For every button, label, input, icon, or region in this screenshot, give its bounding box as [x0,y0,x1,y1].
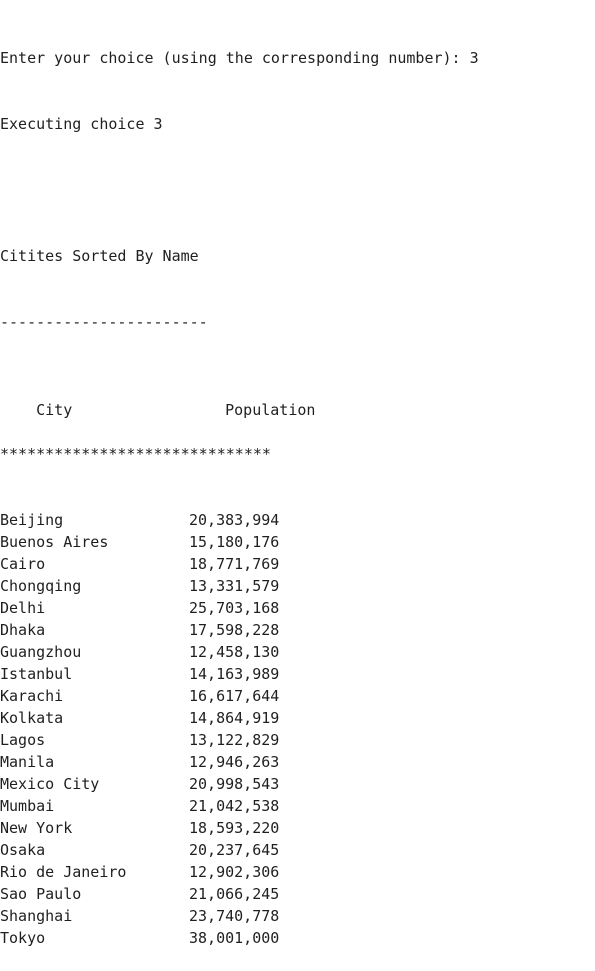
table-row: Tokyo 38,001,000 [0,927,595,949]
city-name: Rio de Janeiro [0,863,127,881]
city-name: Kolkata [0,709,64,727]
city-population: 14,163,989 [189,665,280,683]
city-population: 18,771,769 [189,555,280,573]
table-row: Karachi 16,617,644 [0,685,595,707]
city-name: Manila [0,753,55,771]
city-table: Beijing 20,383,994 Buenos Aires 15,180,176 C… [0,509,595,949]
section-title: Citites Sorted By Name [0,247,199,265]
table-row: Cairo 18,771,769 [0,553,595,575]
city-population: 20,998,543 [189,775,280,793]
city-name: Dhaka [0,621,46,639]
city-name: Karachi [0,687,64,705]
city-population: 21,066,245 [189,885,280,903]
table-row: Kolkata 14,864,919 [0,707,595,729]
city-population: 16,617,644 [189,687,280,705]
city-population: 25,703,168 [189,599,280,617]
city-name: Chongqing [0,577,82,595]
city-population: 20,237,645 [189,841,280,859]
city-name: Mexico City [0,775,100,793]
city-name: Lagos [0,731,46,749]
table-row: Shanghai 23,740,778 [0,905,595,927]
city-population: 14,864,919 [189,709,280,727]
table-row: Dhaka 17,598,228 [0,619,595,641]
city-population: 38,001,000 [189,929,280,947]
city-name: Cairo [0,555,46,573]
table-row: Beijing 20,383,994 [0,509,595,531]
city-name: Shanghai [0,907,73,925]
header-divider: ****************************** [0,445,271,463]
city-name: Guangzhou [0,643,82,661]
table-row: Mexico City 20,998,543 [0,773,595,795]
city-population: 12,458,130 [189,643,280,661]
city-population: 13,122,829 [189,731,280,749]
executing-line: Executing choice 3 [0,115,163,133]
city-name: Buenos Aires [0,533,109,551]
console-output[interactable]: Enter your choice (using the correspondi… [0,0,595,947]
city-population: 13,331,579 [189,577,280,595]
table-row: Rio de Janeiro 12,902,306 [0,861,595,883]
table-row: Osaka 20,237,645 [0,839,595,861]
city-name: New York [0,819,73,837]
city-population: 20,383,994 [189,511,280,529]
table-row: Guangzhou 12,458,130 [0,641,595,663]
table-row: Buenos Aires 15,180,176 [0,531,595,553]
table-row: Chongqing 13,331,579 [0,575,595,597]
table-row: Istanbul 14,163,989 [0,663,595,685]
city-population: 21,042,538 [189,797,280,815]
city-population: 17,598,228 [189,621,280,639]
header-population: Population [225,401,316,419]
city-name: Sao Paulo [0,885,82,903]
table-row: Sao Paulo 21,066,245 [0,883,595,905]
prompt-line: Enter your choice (using the correspondi… [0,49,479,67]
table-row: Mumbai 21,042,538 [0,795,595,817]
city-name: Istanbul [0,665,73,683]
title-underline: ----------------------- [0,313,208,331]
table-row: Delhi 25,703,168 [0,597,595,619]
city-population: 15,180,176 [189,533,280,551]
table-row: Lagos 13,122,829 [0,729,595,751]
table-header: City Population [0,377,595,419]
city-population: 12,902,306 [189,863,280,881]
city-population: 23,740,778 [189,907,280,925]
header-city: City [36,401,73,419]
city-population: 18,593,220 [189,819,280,837]
city-name: Osaka [0,841,46,859]
city-population: 12,946,263 [189,753,280,771]
table-row: New York 18,593,220 [0,817,595,839]
city-name: Delhi [0,599,46,617]
city-name: Mumbai [0,797,55,815]
city-name: Tokyo [0,929,46,947]
city-name: Beijing [0,511,64,529]
table-row: Manila 12,946,263 [0,751,595,773]
blank-line [0,179,595,201]
